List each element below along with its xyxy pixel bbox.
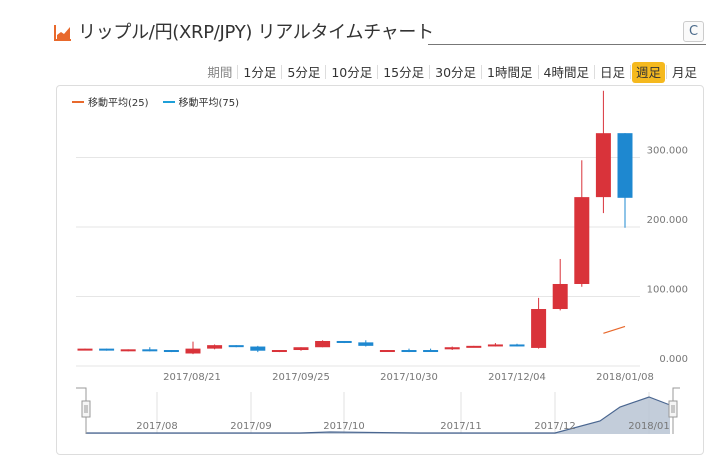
divider [325,65,327,79]
candle [207,344,223,350]
candle [293,347,309,351]
period-daily[interactable]: 日足 [599,64,625,80]
divider [593,65,595,79]
period-4hour[interactable]: 4時間足 [543,64,589,80]
period-10min[interactable]: 10分足 [331,64,373,80]
divider [237,65,239,79]
navigator[interactable]: 2017/08 2017/09 2017/10 2017/11 2017/12 2018/… [76,387,680,434]
x-tick-label: 2017/08/21 [163,372,221,383]
navigator-tick-label: 2017/12 [534,421,576,432]
period-1min[interactable]: 1分足 [243,64,277,80]
y-tick-label: 0.000 [659,354,688,365]
navigator-right-handle[interactable] [668,400,678,418]
refresh-icon: C [688,24,699,39]
candle [185,341,201,355]
legend-label: 移動平均(25) [88,98,149,109]
candle [401,348,417,353]
candle [358,340,374,347]
ma25-line [603,325,626,334]
candle [77,348,93,351]
page-title: リップル/円(XRP/JPY) リアルタイムチャート [78,22,434,43]
navigator-tick-label: 2017/10 [323,421,365,432]
period-1hour[interactable]: 1時間足 [487,64,533,80]
candle [531,297,547,349]
title-divider [428,44,706,45]
candle [163,350,179,353]
x-tick-label: 2017/12/04 [488,372,546,383]
divider [665,65,667,79]
candle [315,340,331,348]
period-monthly[interactable]: 月足 [671,64,697,80]
candle [120,349,136,352]
y-tick-label: 200.000 [647,215,688,226]
y-tick-label: 300.000 [647,146,688,157]
legend-label: 移動平均(75) [178,98,240,109]
period-weekly[interactable]: 週足 [631,61,665,83]
x-tick-label: 2018/01/08 [596,372,654,383]
divider [537,65,539,79]
y-tick-label: 100.000 [647,285,688,296]
divider [481,65,483,79]
moving-average-lines [603,325,626,334]
divider [377,65,379,79]
navigator-tick-label: 2017/08 [136,421,178,432]
candle [142,347,158,352]
candle [574,160,590,287]
period-15min[interactable]: 15分足 [383,64,425,80]
navigator-area [86,397,670,434]
navigator-tick-label: 2018/01 [628,421,670,432]
grid-lines [76,157,640,367]
navigator-tick-label: 2017/09 [230,421,272,432]
navigator-tick-label: 2017/11 [440,421,482,432]
chart-legend: 移動平均(25) 移動平均(75) [72,94,239,109]
x-axis-labels: 2017/08/21 2017/09/25 2017/10/30 2017/12/04… [163,372,654,383]
candle [271,350,287,353]
period-5min[interactable]: 5分足 [287,64,321,80]
x-tick-label: 2017/09/25 [272,372,330,383]
refresh-button[interactable]: C [683,21,704,42]
y-axis-labels: 0.000 100.000 200.000 300.000 [647,146,688,366]
candle [379,350,395,353]
legend-swatch-ma25 [72,100,84,103]
candles [77,90,633,355]
navigator-left-handle[interactable] [81,400,91,418]
candle [250,345,266,353]
candle [444,346,460,351]
legend-ma75[interactable]: 移動平均(75) [162,94,240,109]
area-chart-icon [54,25,71,41]
page-header: リップル/円(XRP/JPY) リアルタイムチャート [54,20,706,46]
candle [509,343,525,347]
candle [228,345,244,348]
period-label: 期間 [207,64,233,80]
period-selector: 期間 1分足 5分足 10分足 15分足 30分足 1時間足 4時間足 日足 週… [203,61,701,83]
period-30min[interactable]: 30分足 [435,64,477,80]
legend-ma25[interactable]: 移動平均(25) [72,94,149,109]
candle [466,345,482,348]
divider [429,65,431,79]
divider [281,65,283,79]
candle [595,90,611,214]
candle [336,340,352,344]
divider [629,65,631,79]
candle [99,348,115,351]
candle [487,343,503,347]
legend-swatch-ma75 [162,100,175,103]
x-tick-label: 2017/10/30 [380,372,438,383]
candle [423,348,439,353]
candle [617,133,633,228]
candle [552,258,568,311]
